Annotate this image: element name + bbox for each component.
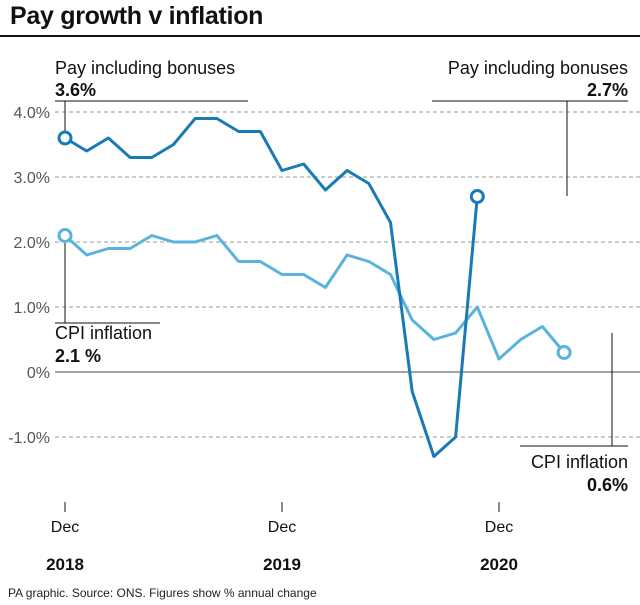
x-axis-tick-labels: Dec 2018 Dec 2019 Dec 2020 [46,502,518,574]
line-chart: 4.0%3.0%2.0%1.0%0%-1.0% Dec2018Dec2019De… [8,58,640,574]
y-axis-tick-labels: 4.0% 3.0% 2.0% 1.0% 0% -1.0% [8,105,50,447]
annotation-value: 3.6% [55,80,96,100]
x-tick-month: Dec [485,519,513,536]
annotation-value: 0.6% [587,475,628,495]
gridlines [55,111,640,438]
y-tick-label: 2.0% [14,235,50,252]
annotation-value: 2.7% [587,80,628,100]
series-lines [63,117,566,458]
y-tick-label: 4.0% [14,105,50,122]
y-tick-label: -1.0% [8,430,50,447]
cpi-end-marker [556,345,572,360]
x-tick-year: 2019 [263,555,301,574]
x-tick-year: 2018 [46,555,84,574]
y-tick-label: 1.0% [14,300,50,317]
pay-start-marker [57,130,73,146]
annotation-label: CPI inflation [55,323,152,343]
pay-end-marker [469,189,485,204]
title-divider [0,35,640,37]
annotation-label: Pay including bonuses [55,58,235,78]
annotation-value: 2.1 % [55,346,101,366]
annotation-label: Pay including bonuses [448,58,628,78]
cpi-start-marker [57,228,73,243]
x-tick-year: 2020 [480,555,518,574]
source-note: PA graphic. Source: ONS. Figures show % … [8,586,317,600]
y-tick-label: 0% [27,365,50,382]
cpi-line [63,234,566,361]
x-tick-month: Dec [51,519,79,536]
annotation-label: CPI inflation [531,452,628,472]
y-tick-label: 3.0% [14,170,50,187]
chart-title: Pay growth v inflation [10,2,264,30]
x-tick-month: Dec [268,519,296,536]
pay-line [63,117,479,458]
